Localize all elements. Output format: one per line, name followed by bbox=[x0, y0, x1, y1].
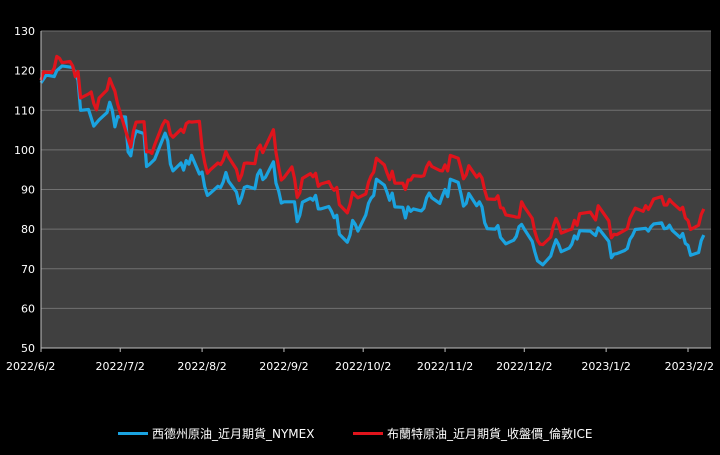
y-axis-tick-labels: 50 60 70 80 90 100 110 120 130 bbox=[14, 25, 35, 355]
legend-swatch-brent bbox=[353, 431, 383, 435]
y-tick-label: 90 bbox=[21, 184, 35, 197]
x-tick-label: 2022/11/2 bbox=[417, 360, 473, 373]
y-tick-label: 80 bbox=[21, 223, 35, 236]
y-tick-label: 60 bbox=[21, 302, 35, 315]
x-tick-label: 2023/1/2 bbox=[581, 360, 630, 373]
legend-item-brent: 布蘭特原油_近月期貨_收盤價_倫敦ICE bbox=[353, 423, 593, 443]
legend-swatch-wti bbox=[118, 431, 148, 435]
x-tick-label: 2022/9/2 bbox=[259, 360, 308, 373]
y-tick-label: 70 bbox=[21, 263, 35, 276]
legend-label-brent: 布蘭特原油_近月期貨_收盤價_倫敦ICE bbox=[387, 426, 593, 441]
legend-item-wti: 西德州原油_近月期貨_NYMEX bbox=[118, 423, 314, 443]
x-axis-tick-labels: 2022/6/2 2022/7/2 2022/8/2 2022/9/2 2022/10/… bbox=[6, 348, 714, 373]
legend: 西德州原油_近月期貨_NYMEX 布蘭特原油_近月期貨_收盤價_倫敦ICE bbox=[0, 423, 720, 443]
y-tick-label: 110 bbox=[14, 104, 35, 117]
x-tick-label: 2022/7/2 bbox=[96, 360, 145, 373]
series-line-wti bbox=[39, 64, 706, 267]
y-tick-label: 100 bbox=[14, 144, 35, 157]
x-tick-label: 2022/12/2 bbox=[496, 360, 552, 373]
legend-label-wti: 西德州原油_近月期貨_NYMEX bbox=[152, 426, 315, 441]
y-tick-label: 130 bbox=[14, 25, 35, 38]
series-line-brent bbox=[39, 54, 706, 247]
x-tick-label: 2022/10/2 bbox=[335, 360, 391, 373]
x-tick-label: 2022/6/2 bbox=[6, 360, 55, 373]
x-tick-label: 2023/2/2 bbox=[665, 360, 714, 373]
series-lines bbox=[39, 54, 706, 267]
y-tick-label: 120 bbox=[14, 65, 35, 78]
x-tick-label: 2022/8/2 bbox=[177, 360, 226, 373]
y-tick-label: 50 bbox=[21, 342, 35, 355]
